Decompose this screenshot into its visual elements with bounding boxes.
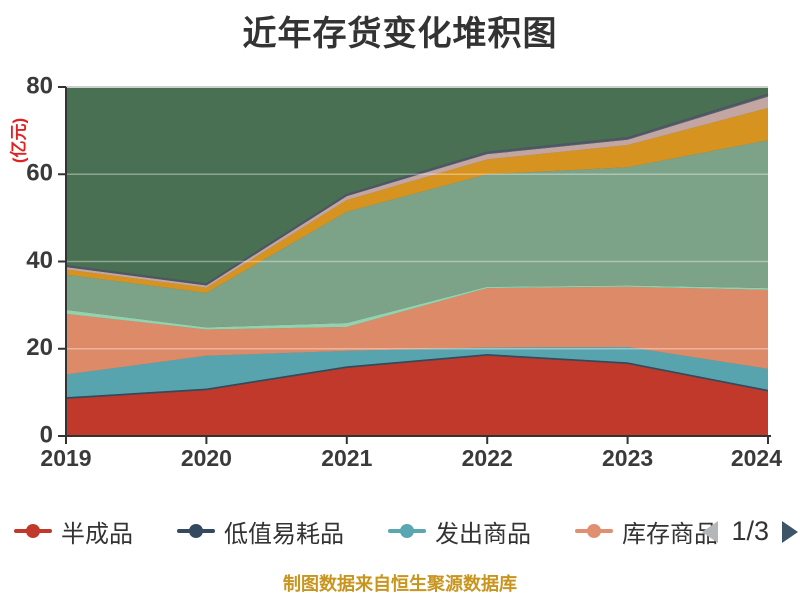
area-band-2: [66, 347, 768, 398]
legend-item-2[interactable]: 低值易耗品: [177, 514, 344, 549]
legend-item-3[interactable]: 发出商品: [388, 514, 531, 549]
legend-label: 发出商品: [435, 520, 531, 548]
y-tick-label-0: 0: [40, 421, 53, 448]
area-band-7: [66, 96, 768, 288]
legend-item-1[interactable]: 半成品: [14, 514, 133, 549]
x-tick-label-2020: 2020: [181, 445, 232, 471]
legend-label: 低值易耗品: [224, 520, 344, 548]
stack-top-line: [65, 93, 769, 286]
area-band-0: [66, 355, 768, 436]
area-band-4: [66, 285, 768, 330]
legend: 半成品 低值易耗品 发出商品 库存商品: [14, 514, 786, 548]
legend-line-dot-icon: [388, 524, 426, 538]
area-band-5: [66, 140, 768, 328]
legend-prev-arrow-icon[interactable]: [702, 520, 719, 543]
legend-line-dot-icon: [177, 524, 215, 538]
y-tick-label-60: 60: [26, 160, 53, 187]
y-tick-label-20: 20: [26, 334, 53, 361]
legend-line-dot-icon: [14, 524, 52, 538]
legend-page-indicator: 1/3: [731, 516, 769, 546]
x-tick-label-2023: 2023: [602, 445, 653, 471]
data-source-note: 制图数据来自恒生聚源数据库: [283, 574, 517, 594]
legend-item-4[interactable]: 库存商品: [575, 514, 718, 549]
chart-title: 近年存货变化堆积图: [242, 15, 558, 53]
area-band-3: [66, 286, 768, 375]
x-tick-label-2022: 2022: [462, 445, 513, 471]
legend-line-dot-icon: [575, 524, 613, 538]
y-axis-unit-label: (亿元): [9, 117, 29, 164]
x-tick-label-2024: 2024: [731, 445, 782, 471]
x-tick-label-2021: 2021: [321, 445, 372, 471]
area-band-6: [66, 107, 768, 293]
legend-pagination: 1/3: [702, 516, 798, 547]
x-tick-label-2019: 2019: [40, 445, 91, 471]
legend-label: 半成品: [61, 520, 133, 548]
area-band-1: [66, 353, 768, 399]
legend-label: 库存商品: [622, 520, 718, 548]
gridlines: [66, 86, 768, 350]
y-tick-label-80: 80: [26, 72, 53, 99]
legend-next-arrow-icon[interactable]: [782, 520, 798, 543]
y-tick-label-40: 40: [26, 247, 53, 274]
